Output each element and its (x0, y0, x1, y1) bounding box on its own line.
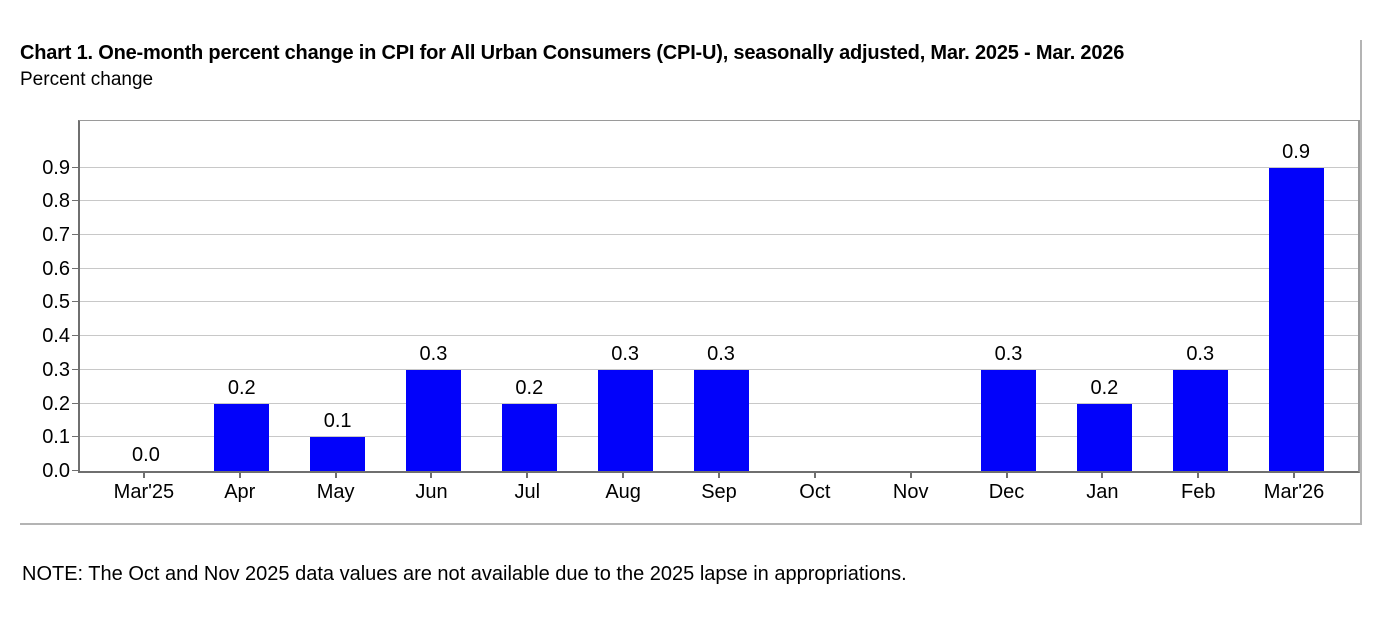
x-tick-nov (909, 473, 912, 478)
bar-value-label-jul: 0.2 (515, 377, 544, 399)
y-tick-0.0 (72, 470, 80, 471)
y-tick-label-0.1: 0.1 (42, 426, 70, 448)
y-tick-label-0.3: 0.3 (42, 359, 70, 381)
bar-value-label-apr: 0.2 (227, 377, 256, 399)
x-tick-label-feb: Feb (1180, 481, 1216, 503)
bar-jul (501, 404, 557, 471)
y-tick-0.2 (72, 403, 80, 404)
bar-apr (214, 404, 270, 471)
chart-title: Chart 1. One-month percent change in CPI… (20, 42, 1125, 64)
gridline-0.7 (80, 234, 1358, 235)
gridline-0.5 (80, 301, 1358, 302)
y-tick-label-0.0: 0.0 (42, 460, 70, 482)
bar-value-label-mar26: 0.9 (1282, 141, 1310, 163)
bar-value-label-may: 0.1 (323, 410, 352, 432)
gridline-0.3 (80, 369, 1358, 370)
y-tick-label-0.8: 0.8 (42, 190, 70, 212)
bar-value-label-jun: 0.3 (419, 343, 448, 365)
x-tick-dec (1005, 473, 1008, 478)
y-tick-0.7 (72, 234, 80, 235)
y-tick-label-0.9: 0.9 (42, 157, 70, 179)
bar-may (310, 437, 366, 471)
x-tick-label-dec: Dec (988, 481, 1025, 503)
x-tick-aug (622, 473, 625, 478)
x-tick-label-mar25: Mar'25 (113, 481, 175, 503)
x-tick-label-may: May (316, 481, 355, 503)
y-tick-0.9 (72, 167, 80, 168)
y-axis-unit-label: Percent change (20, 69, 154, 90)
bar-value-label-aug: 0.3 (611, 343, 640, 365)
x-tick-label-mar26: Mar'26 (1263, 481, 1325, 503)
y-tick-0.6 (72, 268, 80, 269)
bar-sep (693, 370, 749, 471)
bar-feb (1172, 370, 1228, 471)
bar-value-label-jan: 0.2 (1090, 377, 1119, 399)
y-tick-label-0.7: 0.7 (42, 224, 70, 246)
x-tick-label-jul: Jul (514, 481, 541, 503)
bar-jan (1076, 404, 1132, 471)
bar-dec (981, 370, 1037, 471)
x-tick-label-apr: Apr (224, 481, 256, 503)
y-tick-label-0.4: 0.4 (42, 325, 70, 347)
y-tick-0.8 (72, 200, 80, 201)
x-tick-label-aug: Aug (605, 481, 641, 503)
note-text: NOTE: The Oct and Nov 2025 data values a… (22, 563, 907, 585)
y-tick-0.1 (72, 436, 80, 437)
gridline-0.8 (80, 200, 1358, 201)
bar-jun (405, 370, 461, 471)
bar-value-label-mar25: 0.0 (132, 444, 160, 466)
plot-area: 0.0 0.1 0.2 0.3 0.4 0.5 0.6 0.7 0.8 0.9 0.0 0.2 0.1 0… (42, 120, 1360, 525)
x-tick-apr (238, 473, 241, 478)
plot-box: 0.0 0.1 0.2 0.3 0.4 0.5 0.6 0.7 0.8 0.9 0.0 0.2 0.1 0… (42, 120, 1360, 481)
x-tick-oct (813, 473, 816, 478)
y-tick-label-0.5: 0.5 (42, 291, 70, 313)
x-tick-label-jun: Jun (415, 481, 448, 503)
gridline-0.9 (80, 167, 1358, 168)
bar-mar26 (1268, 168, 1324, 471)
x-tick-jun (430, 473, 433, 478)
x-tick-label-sep: Sep (701, 481, 737, 503)
x-tick-mar26 (1293, 473, 1296, 478)
x-tick-feb (1197, 473, 1200, 478)
chart-figure: Chart 1. One-month percent change in CPI… (20, 40, 1362, 525)
bar-aug (597, 370, 653, 471)
bar-value-label-dec: 0.3 (994, 343, 1023, 365)
y-tick-label-0.6: 0.6 (42, 258, 70, 280)
x-tick-jan (1101, 473, 1104, 478)
y-tick-0.5 (72, 301, 80, 302)
x-tick-label-jan: Jan (1086, 481, 1119, 503)
y-tick-label-0.2: 0.2 (42, 393, 70, 415)
y-tick-0.4 (72, 335, 80, 336)
x-tick-mar25 (142, 473, 145, 478)
x-tick-label-oct: Oct (799, 481, 831, 503)
bar-value-label-sep: 0.3 (707, 343, 735, 365)
y-tick-0.3 (72, 369, 80, 370)
x-tick-sep (718, 473, 720, 478)
gridline-0.6 (80, 268, 1358, 269)
x-tick-jul (526, 473, 529, 478)
x-tick-label-nov: Nov (892, 481, 929, 503)
bar-value-label-feb: 0.3 (1186, 343, 1215, 365)
x-tick-may (334, 473, 337, 478)
gridline-0.4 (80, 335, 1358, 336)
